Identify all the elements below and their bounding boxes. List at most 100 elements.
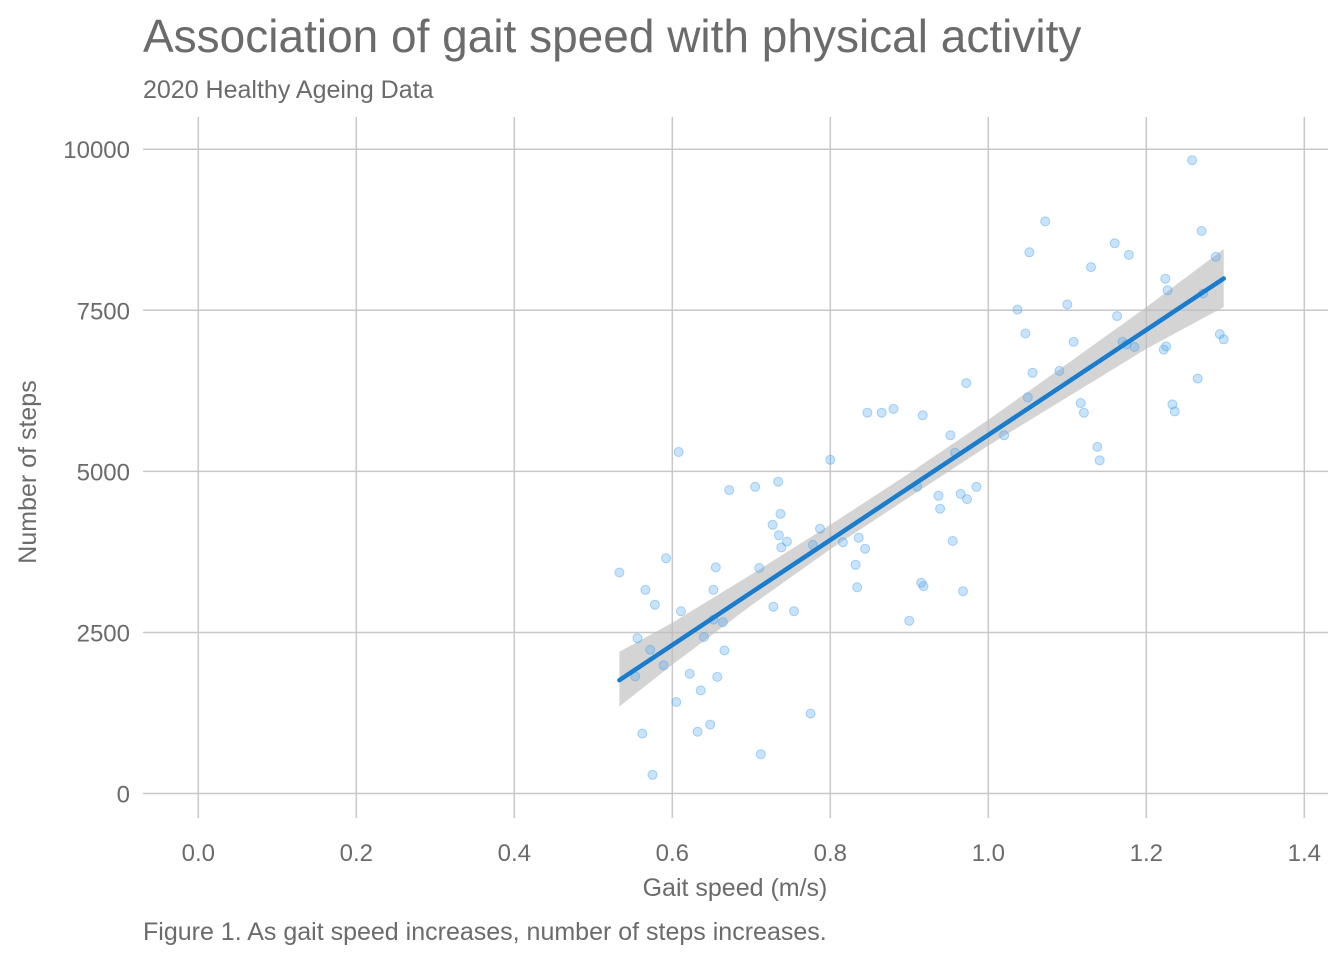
fit-line [617, 276, 1226, 683]
data-point [1196, 226, 1207, 236]
data-point [647, 769, 658, 780]
data-point [916, 577, 927, 588]
data-point [935, 503, 946, 514]
data-point [1210, 251, 1221, 262]
x-tick-label: 0.4 [498, 840, 531, 867]
data-point [773, 476, 784, 487]
data-point [1062, 299, 1073, 310]
data-point [962, 494, 972, 505]
data-point [775, 508, 786, 519]
data-point [673, 447, 684, 457]
chart-subtitle: 2020 Healthy Ageing Data [143, 76, 434, 104]
data-point [717, 617, 728, 628]
data-point [1094, 455, 1105, 466]
data-point [945, 430, 956, 441]
x-tick-label: 1.4 [1288, 840, 1321, 867]
x-axis-label: Gait speed (m/s) [643, 874, 828, 902]
data-point [1068, 336, 1079, 347]
data-point [658, 660, 669, 671]
data-point [947, 536, 958, 546]
data-point [719, 645, 730, 656]
data-point [755, 749, 766, 760]
data-point [671, 697, 682, 707]
data-point [1161, 341, 1172, 352]
x-tick-label: 0.0 [182, 840, 215, 867]
x-tick-label: 0.2 [340, 840, 373, 867]
data-point [1024, 247, 1035, 258]
data-point [676, 606, 686, 617]
data-point [724, 485, 735, 496]
data-point [805, 708, 816, 719]
data-point [708, 584, 719, 595]
data-point [768, 601, 779, 612]
data-point [698, 632, 709, 642]
data-point [695, 685, 706, 696]
data-point [637, 728, 648, 739]
x-tick-label: 0.8 [814, 840, 847, 867]
gridlines [143, 117, 1328, 818]
data-point [1169, 406, 1180, 417]
data-point [645, 644, 656, 655]
data-point [888, 403, 899, 414]
data-point [781, 536, 792, 547]
data-point [917, 410, 928, 421]
data-point [933, 490, 944, 501]
data-point [649, 599, 660, 610]
data-point [640, 584, 651, 595]
data-point [862, 407, 873, 418]
data-point [1214, 329, 1225, 340]
data-point [999, 430, 1010, 441]
data-point [692, 726, 703, 737]
x-tick-label: 1.0 [972, 840, 1005, 867]
data-point [750, 481, 761, 492]
data-point [754, 563, 765, 573]
data-point [684, 668, 695, 679]
data-point [1054, 365, 1065, 376]
chart-title: Association of gait speed with physical … [143, 10, 1081, 62]
data-point [712, 671, 723, 682]
data-point [1086, 262, 1096, 273]
data-point [1123, 249, 1134, 260]
data-point [971, 481, 982, 492]
data-point [918, 581, 929, 592]
data-point [614, 567, 625, 578]
data-point [776, 542, 787, 553]
regression-line [617, 276, 1226, 683]
x-tick-label: 0.6 [656, 840, 689, 867]
data-point [1218, 334, 1229, 345]
y-tick-label: 0 [117, 782, 130, 809]
data-points [614, 155, 1229, 780]
data-point [773, 530, 784, 541]
data-point [961, 378, 972, 389]
data-point [1075, 398, 1086, 409]
data-point [860, 543, 871, 554]
data-point [705, 719, 716, 730]
data-point [661, 553, 671, 564]
x-tick-label: 1.2 [1130, 840, 1163, 867]
data-point [1129, 342, 1140, 352]
data-point [876, 407, 887, 418]
data-point [904, 615, 915, 626]
data-point [1109, 238, 1120, 249]
data-point [1160, 273, 1171, 284]
data-point [1162, 285, 1173, 296]
data-point [837, 537, 848, 548]
data-point [815, 523, 825, 534]
y-tick-label: 10000 [63, 137, 130, 164]
data-point [710, 562, 721, 573]
figure-caption: Figure 1. As gait speed increases, numbe… [143, 918, 827, 946]
data-point [789, 606, 799, 617]
y-tick-label: 5000 [77, 459, 130, 486]
data-point [1027, 367, 1038, 378]
data-point [767, 519, 778, 530]
data-point [1192, 373, 1203, 384]
y-tick-label: 2500 [77, 620, 130, 647]
x-axis-ticks: 0.0 0.2 0.4 0.6 0.8 1.0 1.2 1.4 [182, 840, 1321, 867]
data-point [955, 488, 966, 499]
y-axis-label: Number of steps [14, 380, 42, 563]
data-point [825, 454, 836, 465]
data-point [1012, 304, 1023, 315]
data-point [1040, 216, 1051, 227]
data-point [1020, 328, 1031, 339]
data-point [1158, 344, 1169, 355]
